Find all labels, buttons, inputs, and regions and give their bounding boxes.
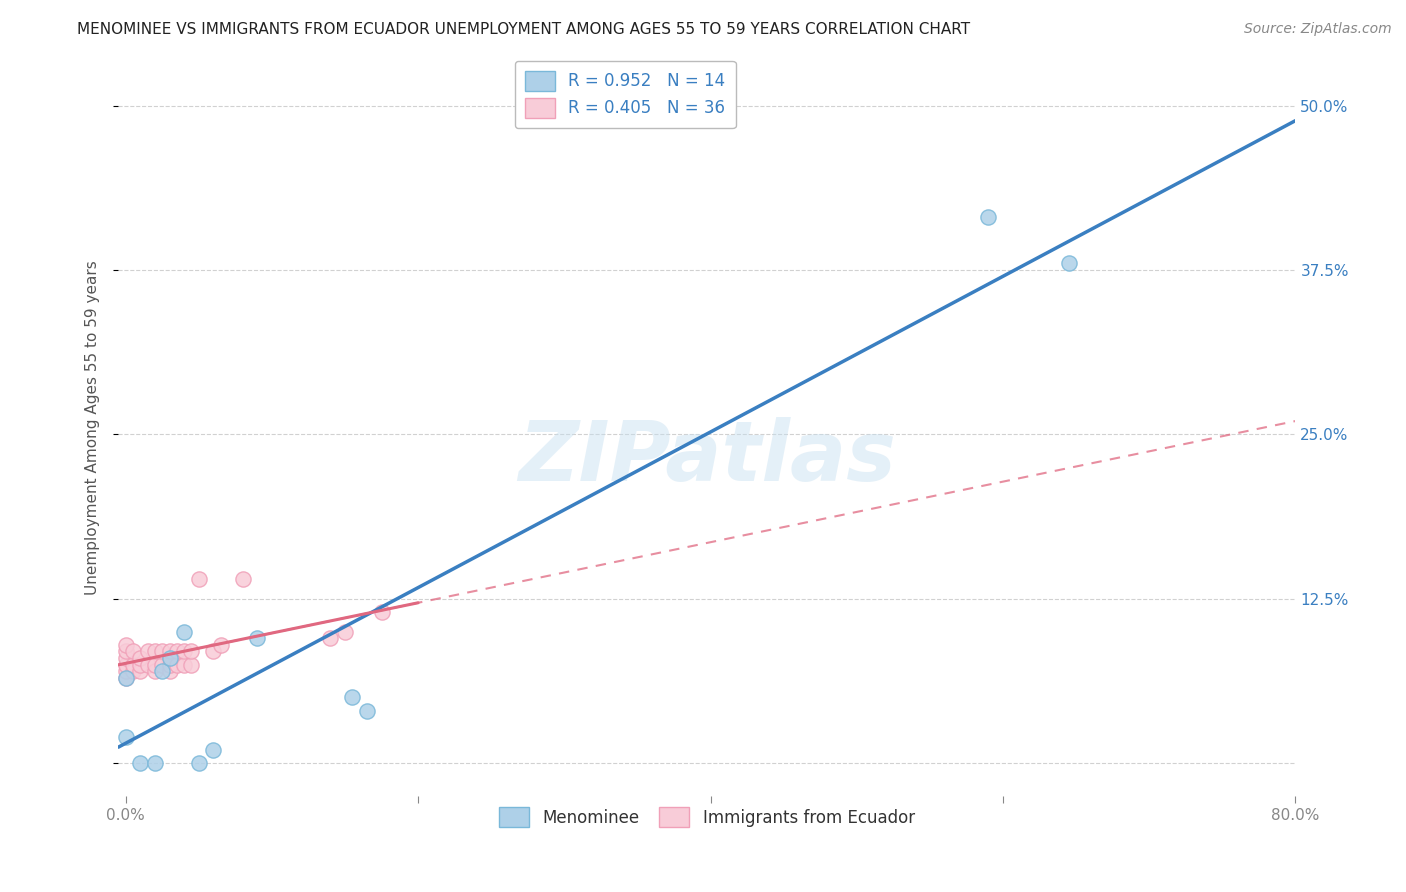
- Point: [122, 664, 145, 678]
- Point: [143, 657, 166, 672]
- Point: [166, 657, 188, 672]
- Text: Source: ZipAtlas.com: Source: ZipAtlas.com: [1244, 22, 1392, 37]
- Point: [180, 657, 202, 672]
- Point: [173, 644, 195, 658]
- Point: [173, 657, 195, 672]
- Point: [319, 632, 342, 646]
- Point: [150, 644, 173, 658]
- Point: [114, 664, 136, 678]
- Point: [114, 644, 136, 658]
- Point: [129, 657, 152, 672]
- Point: [159, 651, 181, 665]
- Point: [246, 632, 269, 646]
- Point: [180, 644, 202, 658]
- Point: [370, 605, 392, 619]
- Point: [114, 671, 136, 685]
- Point: [136, 657, 159, 672]
- Point: [187, 756, 209, 771]
- Point: [143, 756, 166, 771]
- Point: [202, 743, 225, 757]
- Point: [977, 211, 1000, 225]
- Point: [159, 644, 181, 658]
- Text: ZIPatlas: ZIPatlas: [517, 417, 896, 498]
- Point: [150, 657, 173, 672]
- Point: [114, 730, 136, 744]
- Point: [143, 664, 166, 678]
- Point: [173, 624, 195, 639]
- Point: [122, 644, 145, 658]
- Point: [202, 644, 225, 658]
- Point: [1057, 256, 1080, 270]
- Point: [333, 624, 356, 639]
- Point: [143, 644, 166, 658]
- Point: [129, 651, 152, 665]
- Point: [122, 657, 145, 672]
- Point: [232, 572, 254, 586]
- Point: [159, 664, 181, 678]
- Point: [159, 657, 181, 672]
- Point: [114, 657, 136, 672]
- Y-axis label: Unemployment Among Ages 55 to 59 years: Unemployment Among Ages 55 to 59 years: [86, 260, 100, 595]
- Point: [356, 704, 378, 718]
- Point: [342, 690, 364, 705]
- Point: [209, 638, 232, 652]
- Text: MENOMINEE VS IMMIGRANTS FROM ECUADOR UNEMPLOYMENT AMONG AGES 55 TO 59 YEARS CORR: MENOMINEE VS IMMIGRANTS FROM ECUADOR UNE…: [77, 22, 970, 37]
- Point: [129, 664, 152, 678]
- Point: [159, 651, 181, 665]
- Point: [136, 644, 159, 658]
- Point: [166, 644, 188, 658]
- Legend: Menominee, Immigrants from Ecuador: Menominee, Immigrants from Ecuador: [491, 798, 924, 836]
- Point: [114, 651, 136, 665]
- Point: [114, 638, 136, 652]
- Point: [150, 664, 173, 678]
- Point: [114, 671, 136, 685]
- Point: [187, 572, 209, 586]
- Point: [129, 756, 152, 771]
